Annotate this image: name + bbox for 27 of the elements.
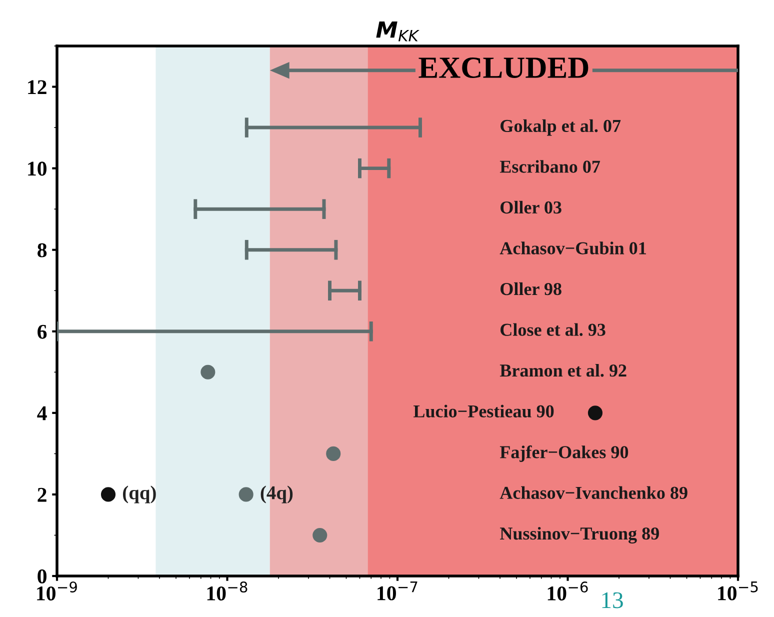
y-tick-label: 10 [28,162,46,176]
y-tick-label: 0 [38,569,46,584]
annotation: Oller 98 [500,282,562,296]
annotation: Escribano 07 [500,160,600,173]
y-tick-label: 12 [28,80,46,94]
y-tick-label: 2 [38,488,46,502]
annotation: Gokalp et al. 07 [500,119,621,136]
x-tick-label: 10$^{−6}$ [548,581,588,600]
x-tick-label: 10$^{−5}$ [718,581,758,600]
x-tick-label: 10$^{−7}$ [378,581,418,600]
y-tick-label: 6 [38,324,47,339]
annotation: Achasov−Gubin 01 [500,242,646,254]
annotation: Oller 03 [500,200,562,214]
annotation: (4q) [260,486,293,504]
annotation: Nussinov−Truong 89 [500,526,659,544]
annotation: Fajfer−Oakes 90 [500,445,628,462]
annotation: Achasov−Ivanchenko 89 [500,486,688,499]
text: 13 [602,592,623,608]
x-tick-label: 10$^{−8}$ [207,581,248,600]
y-tick-label: 4 [37,406,47,420]
annotation: Close et al. 93 [500,323,606,336]
y-tick-label: 8 [38,243,47,258]
annotation: Lucio−Pestieau 90 [413,404,554,418]
annotation: Bramon et al. 92 [500,364,626,377]
annotation: (qq) [122,486,156,504]
chart-title: M$_{KK}$ [376,21,420,42]
band-label: EXCLUDED [418,57,588,78]
